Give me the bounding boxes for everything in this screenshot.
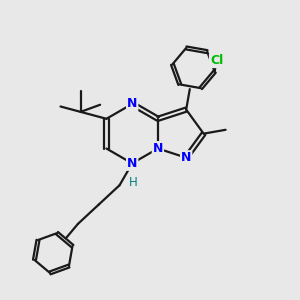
Text: H: H <box>128 176 137 189</box>
Text: Cl: Cl <box>210 54 223 67</box>
Text: N: N <box>127 98 137 110</box>
Text: N: N <box>181 151 191 164</box>
Text: N: N <box>153 142 163 155</box>
Text: N: N <box>127 157 137 170</box>
